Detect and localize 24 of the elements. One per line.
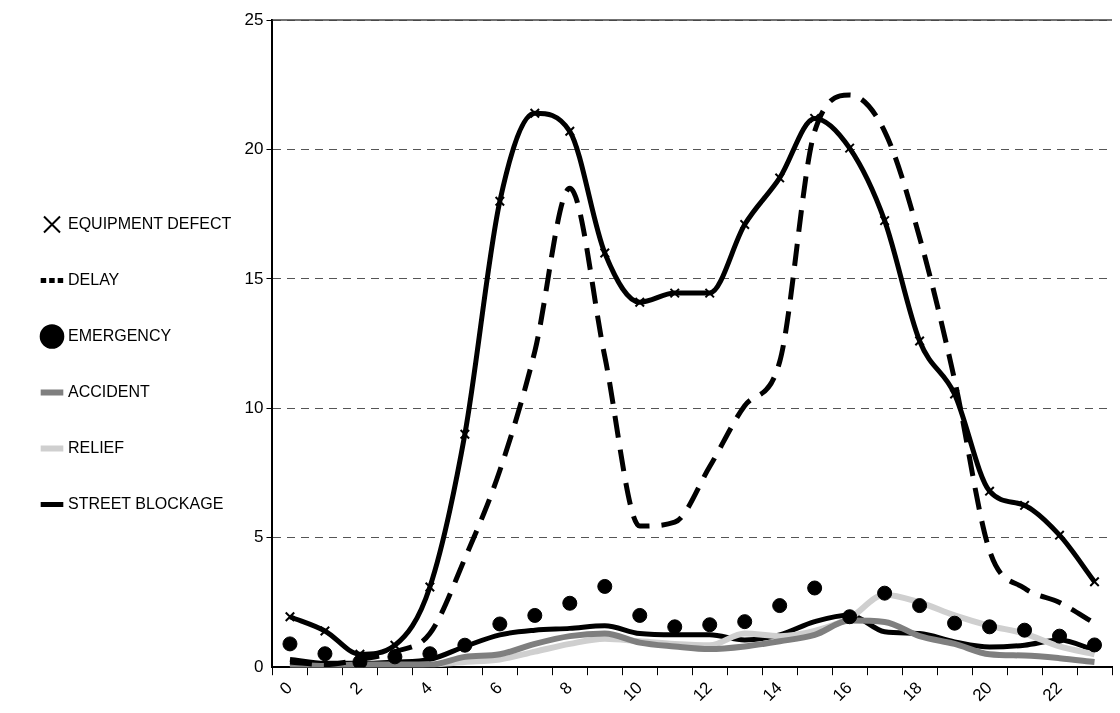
- legend-label: STREET BLOCKAGE: [68, 494, 224, 512]
- y-tick-label: 0: [254, 656, 264, 676]
- y-tick-label: 25: [244, 9, 264, 29]
- x-tick-label: 10: [619, 678, 646, 705]
- x-tick-label: 6: [485, 678, 506, 699]
- x-tick-label: 12: [689, 678, 716, 705]
- legend-label: RELIEF: [68, 438, 125, 456]
- y-tick-label: 15: [244, 268, 264, 288]
- legend-label: ACCIDENT: [68, 382, 151, 400]
- x-tick-label: 22: [1038, 678, 1066, 705]
- x-tick-label: 20: [968, 678, 996, 705]
- x-tick-label: 18: [898, 678, 926, 705]
- x-tick-label: 0: [275, 678, 297, 699]
- y-tick-label: 10: [244, 398, 264, 418]
- y-tick-label: 5: [254, 527, 264, 547]
- legend-label: EQUIPMENT DEFECT: [68, 214, 232, 232]
- x-tick-label: 2: [345, 678, 367, 699]
- y-tick-label: 20: [244, 139, 264, 159]
- x-tick-label: 8: [555, 678, 576, 699]
- legend-label: EMERGENCY: [68, 326, 172, 344]
- x-tick-label: 14: [759, 678, 786, 705]
- x-tick-label: 4: [415, 678, 437, 699]
- legend-label: DELAY: [68, 270, 120, 288]
- x-tick-label: 16: [828, 678, 856, 705]
